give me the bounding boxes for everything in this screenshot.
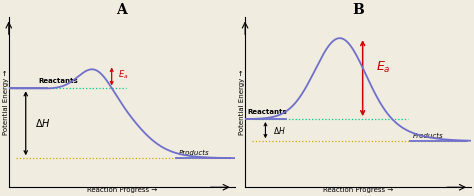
Y-axis label: Potential Energy →: Potential Energy → [239, 69, 245, 135]
Text: $E_a$: $E_a$ [118, 68, 129, 81]
Text: $E_a$: $E_a$ [376, 60, 391, 75]
Text: Reactants: Reactants [247, 109, 287, 115]
Text: $\Delta H$: $\Delta H$ [273, 125, 286, 136]
X-axis label: Reaction Progress →: Reaction Progress → [87, 187, 157, 193]
X-axis label: Reaction Progress →: Reaction Progress → [323, 187, 393, 193]
Text: $\Delta H$: $\Delta H$ [35, 117, 51, 129]
Text: Products: Products [412, 133, 443, 139]
Title: A: A [117, 3, 127, 17]
Title: B: B [352, 3, 364, 17]
Y-axis label: Potential Energy →: Potential Energy → [3, 69, 9, 135]
Text: Reactants: Reactants [38, 78, 78, 84]
Text: Products: Products [178, 150, 209, 156]
